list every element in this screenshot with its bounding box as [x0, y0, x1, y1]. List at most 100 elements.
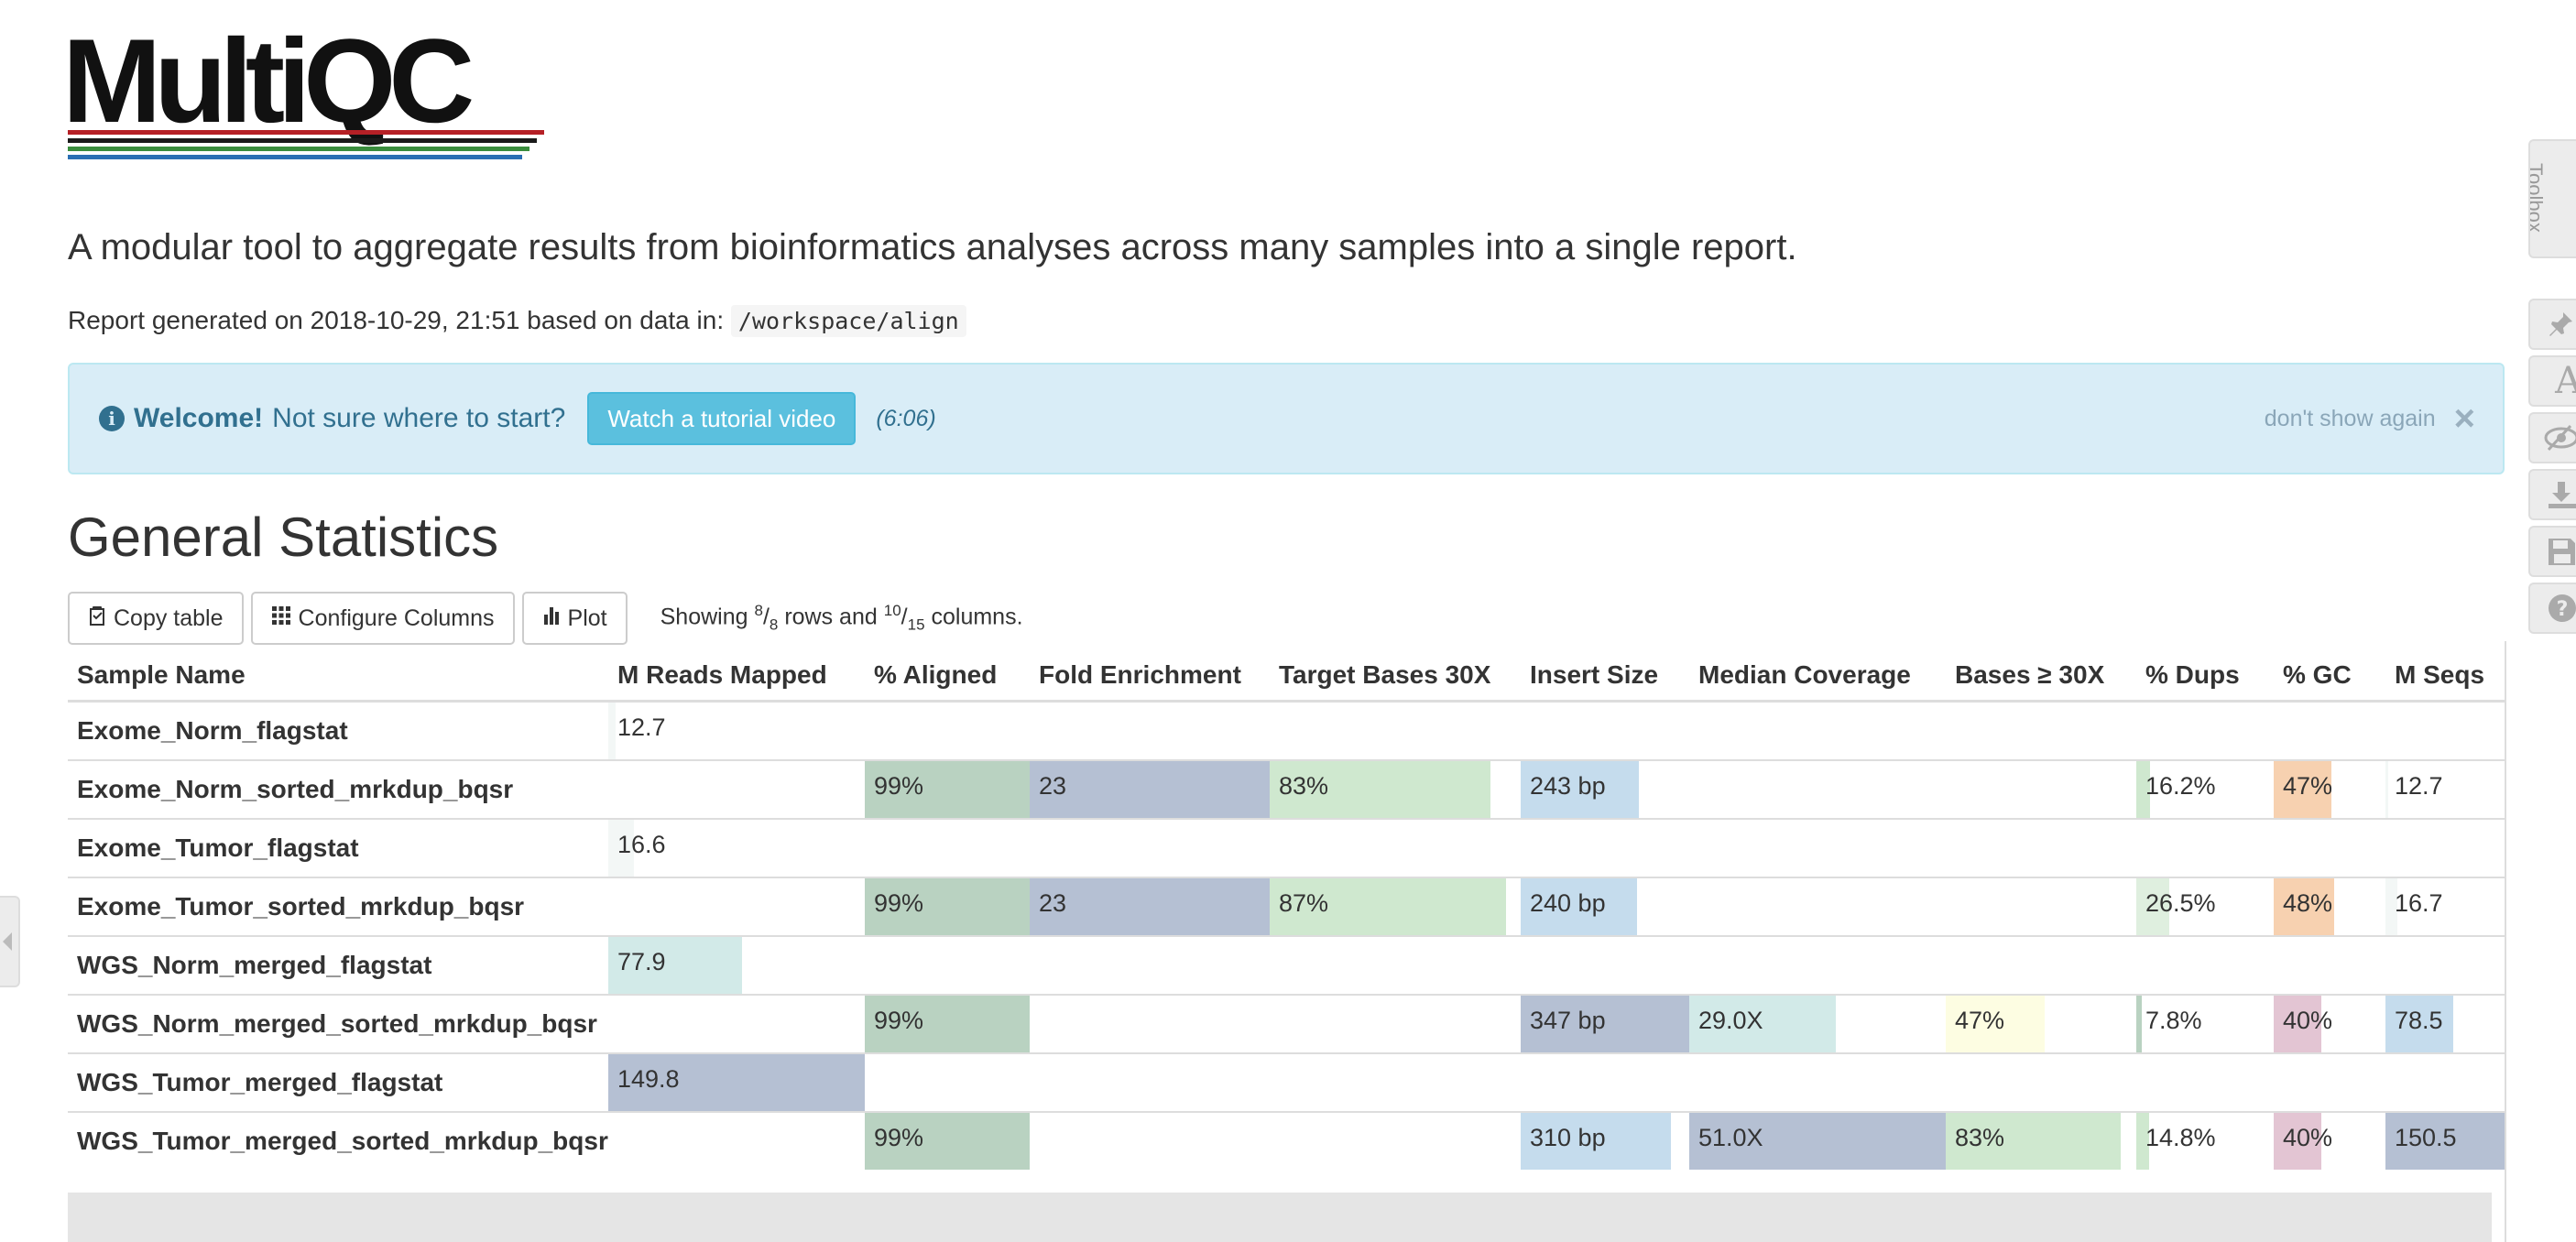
- cell-bar: [1689, 996, 1836, 1052]
- column-header[interactable]: Target Bases 30X: [1270, 650, 1521, 703]
- cell-bar: [2274, 761, 2332, 818]
- table-row: WGS_Tumor_merged_flagstat 149.8: [68, 1052, 2505, 1112]
- table-cell: 83%: [1270, 759, 1521, 819]
- cell-bar: [1521, 996, 1689, 1052]
- copy-table-label: Copy table: [114, 605, 224, 631]
- column-header[interactable]: Bases ≥ 30X: [1946, 650, 2136, 703]
- cell-bar: [1946, 996, 2046, 1052]
- table-toolbar: Copy table Configure Columns Plot Showin…: [68, 592, 1023, 645]
- table-cell: 243 bp: [1521, 759, 1689, 819]
- table-cell: [865, 1052, 1030, 1112]
- table-row: Exome_Norm_sorted_mrkdup_bqsr 99% 23 83% 243…: [68, 759, 2505, 819]
- sample-name: WGS_Tumor_merged_flagstat: [68, 1052, 608, 1112]
- close-icon[interactable]: ×: [2453, 398, 2475, 439]
- cell-value: 16.7: [2395, 889, 2443, 917]
- table-row: WGS_Norm_merged_sorted_mrkdup_bqsr 99% 347…: [68, 994, 2505, 1053]
- welcome-text: Not sure where to start?: [272, 403, 566, 433]
- cell-value: 310 bp: [1530, 1124, 1606, 1151]
- table-cell: 347 bp: [1521, 994, 1689, 1053]
- cell-value: 12.7: [617, 714, 666, 741]
- table-cell: 26.5%: [2136, 877, 2274, 936]
- font-icon[interactable]: A: [2528, 355, 2576, 407]
- cell-value: 47%: [2283, 772, 2333, 800]
- sample-name: WGS_Tumor_merged_sorted_mrkdup_bqsr: [68, 1111, 608, 1170]
- column-header[interactable]: Median Coverage: [1689, 650, 1946, 703]
- cell-bar: [2136, 878, 2169, 935]
- sample-name: WGS_Norm_merged_flagstat: [68, 935, 608, 995]
- cell-value: 23: [1039, 772, 1067, 800]
- column-header[interactable]: % Dups: [2136, 650, 2274, 703]
- logo-bar: [68, 147, 529, 151]
- column-header[interactable]: M Reads Mapped: [608, 650, 865, 703]
- cell-value: 47%: [1955, 1007, 2005, 1034]
- svg-text:?: ?: [2557, 598, 2569, 621]
- table-cell: 99%: [865, 994, 1030, 1053]
- pin-icon[interactable]: [2528, 299, 2576, 350]
- table-cell: 240 bp: [1521, 877, 1689, 936]
- cell-bar: [608, 1054, 865, 1111]
- table-cell: 149.8: [608, 1052, 865, 1112]
- table-cell: [1270, 700, 1521, 760]
- cols-total: 15: [907, 616, 925, 634]
- multiqc-logo[interactable]: MultiQC: [62, 16, 553, 159]
- table-cell: [1521, 1052, 1689, 1112]
- rows-total: 8: [769, 616, 779, 634]
- help-icon[interactable]: ?: [2528, 583, 2576, 634]
- watch-tutorial-button[interactable]: Watch a tutorial video: [587, 392, 857, 445]
- cell-bar: [2385, 761, 2388, 818]
- table-cell: 16.7: [2385, 877, 2505, 936]
- column-header[interactable]: % GC: [2274, 650, 2385, 703]
- lead-description: A modular tool to aggregate results from…: [68, 227, 1797, 267]
- table-cell: [2385, 700, 2505, 760]
- bar-chart-icon: [542, 605, 561, 632]
- cell-bar: [2136, 761, 2150, 818]
- data-path: /workspace/align: [730, 305, 966, 337]
- cell-value: 99%: [874, 772, 924, 800]
- info-circle-icon: i: [99, 406, 125, 431]
- logo-color-bars: [68, 130, 544, 163]
- table-cell: [2136, 700, 2274, 760]
- left-panel-toggle[interactable]: [0, 896, 20, 987]
- cell-value: 243 bp: [1530, 772, 1606, 800]
- eye-slash-icon[interactable]: [2528, 412, 2576, 463]
- toolbox-tab-label: Toolbox: [2528, 163, 2547, 233]
- table-row: Exome_Tumor_flagstat 16.6: [68, 818, 2505, 877]
- table-cell: 23: [1030, 759, 1270, 819]
- table-cell: [1946, 759, 2136, 819]
- sample-name: Exome_Tumor_sorted_mrkdup_bqsr: [68, 877, 608, 936]
- cell-bar: [865, 996, 1030, 1052]
- cell-bar: [2136, 996, 2142, 1052]
- table-cell: [2385, 1052, 2505, 1112]
- report-generated-text: Report generated on 2018-10-29, 21:51 ba…: [68, 306, 725, 334]
- column-header[interactable]: % Aligned: [865, 650, 1030, 703]
- cell-bar: [608, 937, 742, 994]
- table-cell: [1270, 994, 1521, 1053]
- table-cell: [1521, 935, 1689, 995]
- column-header[interactable]: M Seqs: [2385, 650, 2505, 703]
- cell-bar: [2385, 1113, 2505, 1170]
- column-header[interactable]: Insert Size: [1521, 650, 1689, 703]
- cols-word: columns.: [931, 604, 1023, 630]
- cell-value: 347 bp: [1530, 1007, 1606, 1034]
- save-icon[interactable]: [2528, 526, 2576, 577]
- table-cell: [1270, 818, 1521, 877]
- table-cell: [1270, 1111, 1521, 1170]
- dont-show-again-link[interactable]: don't show again: [2264, 405, 2436, 431]
- table-cell: 47%: [2274, 759, 2385, 819]
- tutorial-duration: (6:06): [876, 405, 936, 431]
- cell-value: 77.9: [617, 948, 666, 975]
- column-header[interactable]: Sample Name: [68, 650, 608, 703]
- plot-label: Plot: [567, 605, 607, 631]
- column-header[interactable]: Fold Enrichment: [1030, 650, 1270, 703]
- rows-word: rows and: [784, 604, 878, 630]
- cell-bar: [1946, 1113, 2122, 1170]
- table-cell: 150.5: [2385, 1111, 2505, 1170]
- toolbox-tab[interactable]: Toolbox: [2528, 139, 2576, 258]
- plot-button[interactable]: Plot: [521, 592, 628, 645]
- download-icon[interactable]: [2528, 469, 2576, 520]
- table-cell: 48%: [2274, 877, 2385, 936]
- copy-table-button[interactable]: Copy table: [68, 592, 244, 645]
- table-cell: [1030, 818, 1270, 877]
- table-cell: [865, 818, 1030, 877]
- configure-columns-button[interactable]: Configure Columns: [250, 592, 515, 645]
